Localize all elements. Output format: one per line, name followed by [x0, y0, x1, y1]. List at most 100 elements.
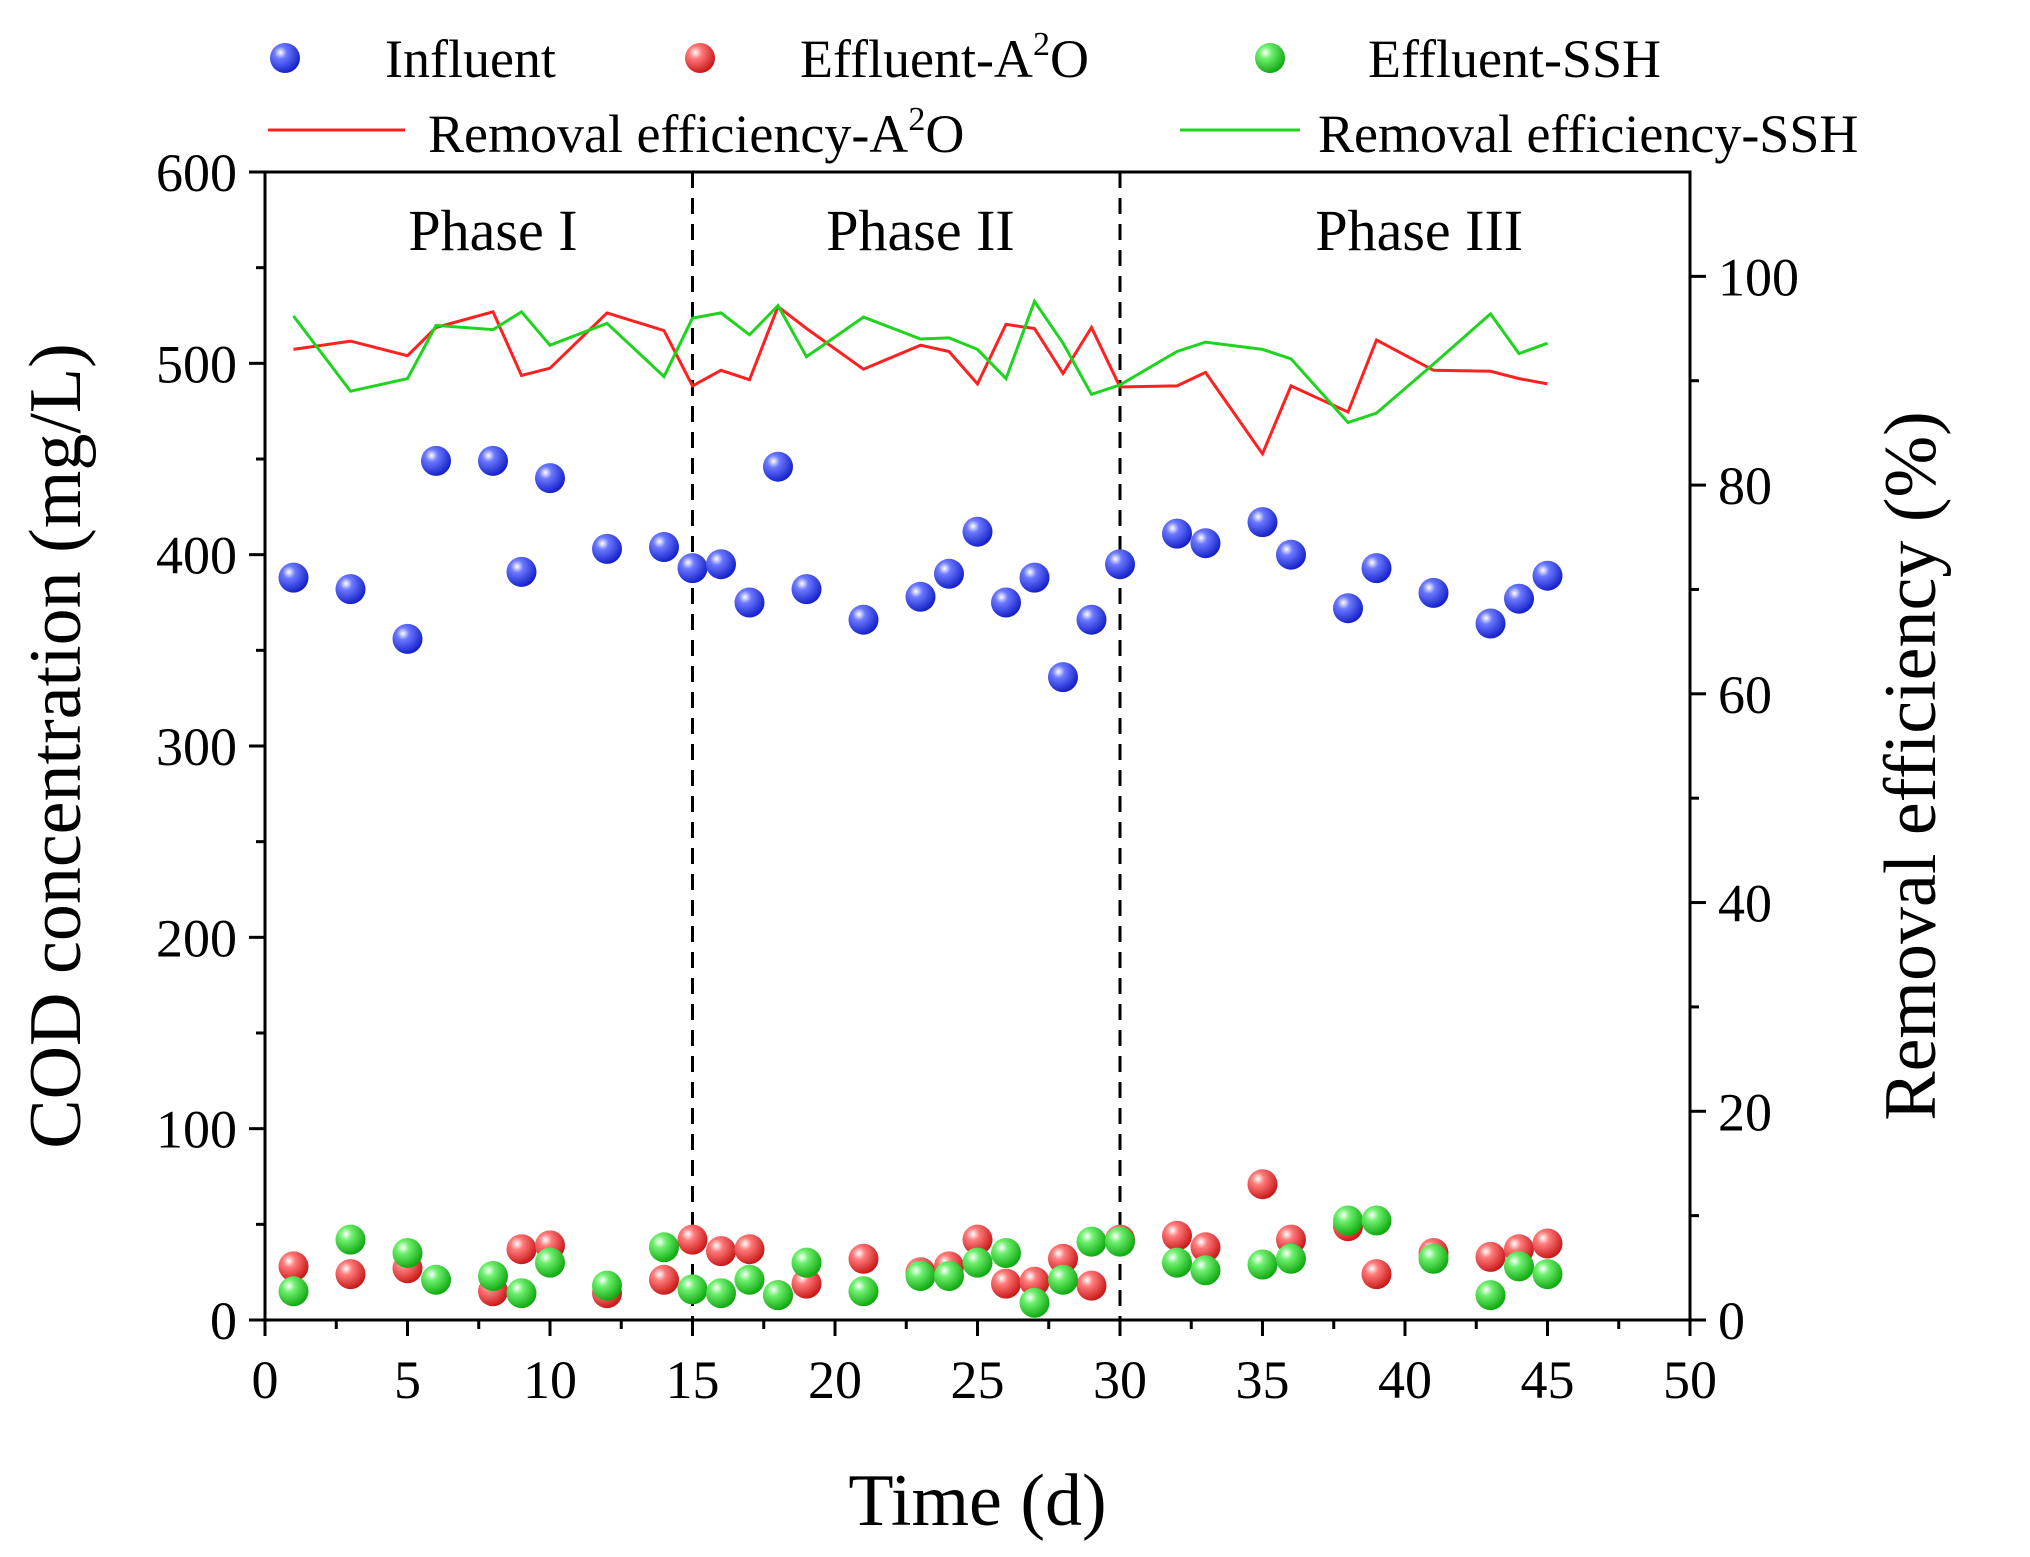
y-left-tick-label: 100: [156, 1100, 237, 1160]
point-effluent-ssh: [706, 1278, 736, 1309]
point-effluent-a2o: [649, 1264, 679, 1295]
point-influent: [1504, 583, 1534, 614]
legend-influent: Influent: [270, 29, 556, 89]
point-influent: [1048, 662, 1078, 693]
point-influent: [848, 604, 879, 635]
point-effluent-a2o: [335, 1259, 366, 1290]
y-right-tick-label: 0: [1718, 1291, 1745, 1351]
legend-effluent-a2o-label: Effluent-A2O: [800, 26, 1089, 89]
y-left-tick-label: 600: [156, 143, 237, 203]
phase-label-2: Phase II: [826, 198, 1014, 263]
point-influent: [421, 445, 451, 476]
point-effluent-ssh: [905, 1261, 936, 1291]
point-effluent-ssh: [791, 1247, 822, 1278]
phase-label-3: Phase III: [1315, 198, 1523, 263]
y-left-tick-label: 400: [156, 526, 237, 586]
point-effluent-a2o: [706, 1236, 736, 1267]
legend-line-a2o-label: Removal efficiency-A2O: [428, 101, 964, 164]
point-effluent-ssh: [392, 1238, 423, 1268]
legend: Influent Effluent-A2O Effluent-SSH Remov…: [268, 26, 1858, 164]
point-effluent-ssh: [991, 1238, 1021, 1268]
legend-effluent-a2o-marker: [685, 43, 715, 73]
point-influent: [478, 445, 508, 476]
y-right-tick-label: 80: [1718, 456, 1772, 516]
point-influent: [1418, 577, 1449, 608]
point-effluent-ssh: [478, 1261, 508, 1291]
x-tick-label: 30: [1093, 1350, 1147, 1410]
point-influent: [535, 463, 565, 494]
point-effluent-ssh: [1105, 1226, 1135, 1257]
point-influent: [1019, 562, 1050, 593]
point-influent: [506, 556, 537, 587]
point-influent: [278, 562, 309, 593]
point-influent: [1190, 528, 1221, 559]
point-effluent-ssh: [649, 1232, 679, 1263]
y-right-tick-label: 100: [1718, 247, 1799, 307]
x-tick-label: 50: [1663, 1350, 1717, 1410]
point-effluent-ssh: [1276, 1243, 1306, 1274]
x-tick-label: 10: [523, 1350, 577, 1410]
x-tick-label: 40: [1378, 1350, 1432, 1410]
x-tick-label: 25: [951, 1350, 1005, 1410]
point-influent: [1105, 549, 1135, 580]
point-effluent-a2o: [677, 1224, 708, 1255]
point-effluent-ssh: [535, 1247, 565, 1278]
point-effluent-ssh: [1019, 1287, 1050, 1318]
point-effluent-ssh: [677, 1274, 708, 1305]
x-tick-label: 5: [394, 1350, 421, 1410]
point-influent: [649, 532, 679, 562]
legend-influent-label: Influent: [385, 29, 556, 89]
point-effluent-ssh: [335, 1224, 366, 1255]
point-influent: [392, 623, 423, 654]
point-effluent-ssh: [1532, 1259, 1563, 1290]
point-effluent-ssh: [1361, 1205, 1392, 1236]
y-left-tick-label: 0: [210, 1291, 237, 1351]
point-effluent-a2o: [1019, 1266, 1050, 1297]
point-effluent-a2o: [1532, 1228, 1563, 1259]
y-left-tick-label: 500: [156, 334, 237, 394]
point-effluent-a2o: [278, 1251, 309, 1282]
x-tick-label: 35: [1236, 1350, 1290, 1410]
point-effluent-ssh: [848, 1276, 879, 1307]
y-right-axis-title: Removal efficiency (%): [1870, 411, 1952, 1121]
point-effluent-ssh: [506, 1278, 537, 1309]
point-effluent-a2o: [1076, 1270, 1107, 1301]
point-influent: [1162, 518, 1192, 549]
point-effluent-ssh: [1333, 1205, 1363, 1236]
point-influent: [1532, 560, 1563, 591]
point-influent: [791, 574, 822, 605]
y-left-tick-label: 200: [156, 908, 237, 968]
plot-area: Phase I Phase II Phase III 0 5 10 15 20 25 30 35 40…: [15, 143, 1952, 1542]
point-effluent-ssh: [962, 1247, 993, 1278]
point-effluent-a2o: [1190, 1232, 1221, 1263]
legend-effluent-ssh-label: Effluent-SSH: [1368, 29, 1661, 89]
point-effluent-a2o: [1048, 1243, 1078, 1274]
point-effluent-ssh: [1418, 1243, 1449, 1274]
legend-effluent-ssh-marker: [1255, 43, 1285, 73]
x-tick-label: 20: [808, 1350, 862, 1410]
legend-line-ssh-label: Removal efficiency-SSH: [1318, 104, 1858, 164]
point-effluent-a2o: [1475, 1241, 1506, 1272]
point-influent: [1276, 539, 1306, 570]
point-influent: [1247, 507, 1278, 538]
y-right-tick-label: 40: [1718, 874, 1772, 934]
legend-effluent-a2o: Effluent-A2O: [685, 26, 1089, 89]
point-effluent-ssh: [1475, 1280, 1506, 1311]
point-influent: [991, 587, 1021, 618]
point-effluent-ssh: [1504, 1251, 1534, 1282]
point-effluent-ssh: [1190, 1255, 1221, 1286]
x-axis-title: Time (d): [848, 1460, 1106, 1542]
point-effluent-ssh: [934, 1261, 964, 1291]
x-tick-label: 45: [1521, 1350, 1575, 1410]
point-effluent-ssh: [1247, 1249, 1278, 1280]
point-influent: [905, 581, 936, 612]
legend-effluent-ssh: Effluent-SSH: [1255, 29, 1661, 89]
phase-label-1: Phase I: [408, 198, 577, 263]
y-left-axis-title: COD concentration (mg/L): [15, 343, 97, 1149]
legend-line-a2o: Removal efficiency-A2O: [268, 101, 964, 164]
legend-influent-marker: [270, 43, 300, 73]
point-effluent-a2o: [791, 1268, 822, 1299]
point-effluent-ssh: [278, 1276, 309, 1307]
point-influent: [592, 533, 622, 564]
point-influent: [1076, 604, 1107, 635]
